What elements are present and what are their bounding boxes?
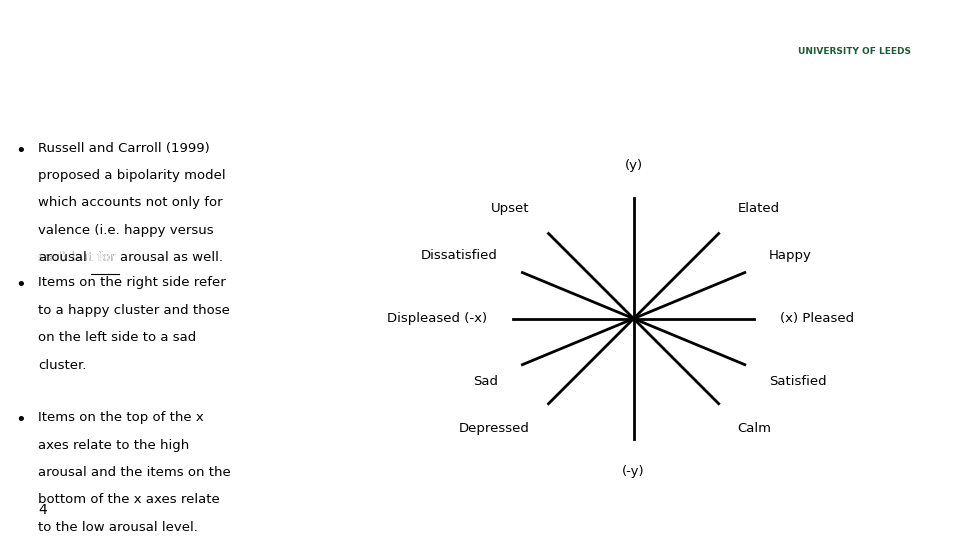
Text: (x) Pleased: (x) Pleased bbox=[780, 312, 854, 325]
Text: sad) but for: sad) but for bbox=[38, 251, 120, 264]
Text: •: • bbox=[15, 411, 26, 429]
Text: which accounts not only for: which accounts not only for bbox=[38, 197, 223, 210]
Text: sad) but for: sad) but for bbox=[38, 251, 120, 264]
Text: Satisfied: Satisfied bbox=[769, 375, 827, 388]
Text: on the left side to a sad: on the left side to a sad bbox=[38, 331, 197, 344]
Text: to the low arousal level.: to the low arousal level. bbox=[38, 521, 199, 534]
Text: Displeased (-x): Displeased (-x) bbox=[387, 312, 487, 325]
Text: UNIVERSITY OF LEEDS: UNIVERSITY OF LEEDS bbox=[798, 48, 911, 56]
Text: sad) but for arousal as well.: sad) but for arousal as well. bbox=[38, 251, 224, 264]
Text: arousal: arousal bbox=[38, 251, 87, 264]
Text: Affect and arousal: Affect and arousal bbox=[29, 45, 345, 74]
Text: proposed a bipolarity model: proposed a bipolarity model bbox=[38, 169, 226, 182]
Text: Russell and Carroll (1999): Russell and Carroll (1999) bbox=[38, 141, 210, 154]
Text: (y): (y) bbox=[625, 159, 642, 172]
Text: Elated: Elated bbox=[737, 202, 780, 215]
Text: bottom of the x axes relate: bottom of the x axes relate bbox=[38, 494, 220, 507]
Text: (-y): (-y) bbox=[622, 465, 645, 478]
Text: 4: 4 bbox=[38, 503, 47, 517]
Text: axes relate to the high: axes relate to the high bbox=[38, 438, 190, 451]
Text: Items on the right side refer: Items on the right side refer bbox=[38, 276, 227, 289]
Text: Depressed: Depressed bbox=[459, 422, 530, 435]
Text: Calm: Calm bbox=[737, 422, 772, 435]
Text: Upset: Upset bbox=[492, 202, 530, 215]
Text: valence (i.e. happy versus: valence (i.e. happy versus bbox=[38, 224, 214, 237]
Text: cluster.: cluster. bbox=[38, 359, 86, 372]
Text: arousal and the items on the: arousal and the items on the bbox=[38, 466, 231, 479]
Text: Items on the top of the x: Items on the top of the x bbox=[38, 411, 204, 424]
FancyBboxPatch shape bbox=[768, 9, 941, 99]
Text: Dissatisfied: Dissatisfied bbox=[421, 249, 498, 262]
Text: Happy: Happy bbox=[769, 249, 812, 262]
Text: •: • bbox=[15, 141, 26, 160]
Text: •: • bbox=[15, 276, 26, 294]
Text: Sad: Sad bbox=[473, 375, 498, 388]
Text: to a happy cluster and those: to a happy cluster and those bbox=[38, 304, 230, 317]
